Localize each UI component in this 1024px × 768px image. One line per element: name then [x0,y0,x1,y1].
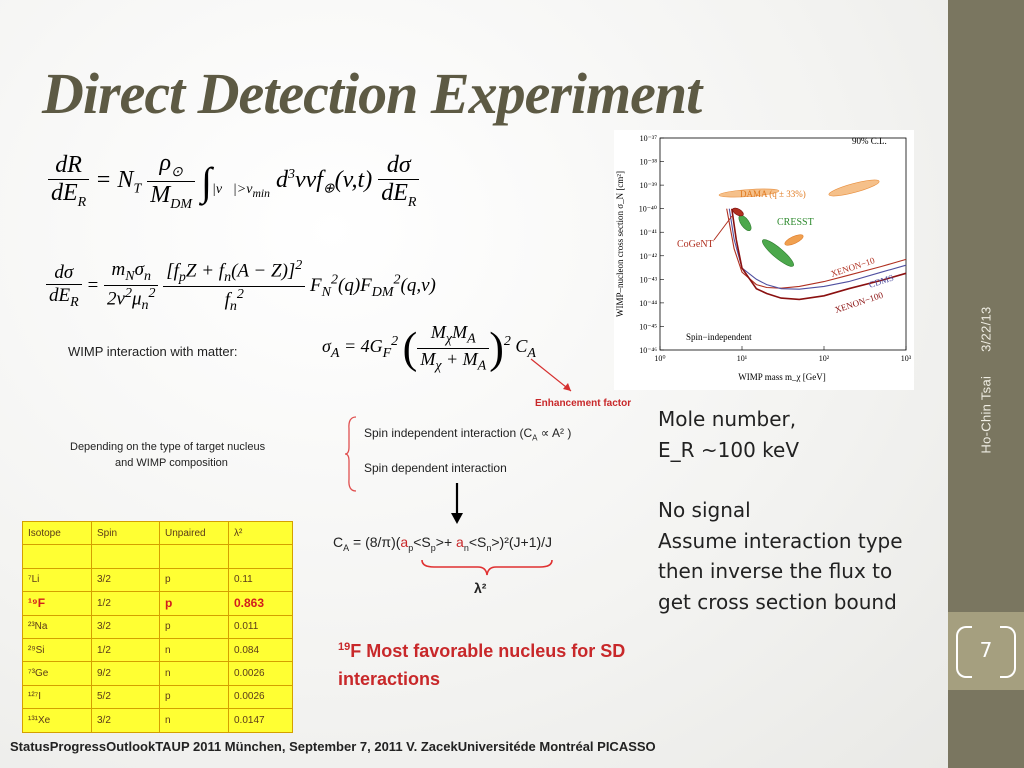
sidebar-date: 3/22/13 [978,306,994,352]
y-tick-label: 10⁻⁴² [640,252,658,261]
sigma-a-equation: σA = 4GF2 (MχMA Mχ + MA)2 CA [322,322,536,374]
spin-independent-label: Spin independent interaction (CA ∝ A² ) [364,426,572,443]
dama-region [828,179,880,197]
sidebar-meta: Ho-Chin Tsai 3/22/13 [979,296,994,463]
table-header-row: Isotope Spin Unpaired λ² [22,520,293,546]
notes-line: Assume interaction type [658,528,903,553]
page-number: 7 [979,638,993,662]
notes-text: Mole number, E_R ~100 keV No signal Assu… [658,404,903,617]
enhancement-label: Enhancement factor [535,398,632,409]
table-header: Unpaired [159,520,229,546]
table-row: ⁷Li 3/2 p 0.11 [22,567,293,593]
table-header: Isotope [22,520,92,546]
depending-label: Depending on the type of target nucleus [70,441,266,453]
y-tick-label: 10⁻³⁹ [640,181,658,190]
footer-text: StatusProgressOutlookTAUP 2011 München, … [10,739,656,754]
table-row-highlight: ¹⁹F 1/2 p 0.863 [22,591,293,616]
y-tick-label: 10⁻³⁷ [640,134,658,143]
ca-formula: CA = (8/π)(ap<Sp>+ an<Sn>)²(J+1)/J [333,534,553,553]
table-header: Spin [91,520,160,546]
y-tick-label: 10⁻⁴⁴ [639,299,657,308]
x-tick-label: 10² [819,354,830,363]
cresst-region [762,239,794,267]
cresst-label: CRESST [777,217,814,228]
table-row: ²⁹Si 1/2 n 0.084 [22,637,293,663]
isotope-table: Isotope Spin Unpaired λ² ⁷Li 3/2 p 0.11 ¹⁹F… [22,520,293,733]
exclusion-chart: 10⁻³⁷ 10⁻³⁸ 10⁻³⁹ 10⁻⁴⁰ 10⁻⁴¹ 10⁻⁴² 10⁻⁴³ 10⁻⁴⁴… [614,130,914,390]
notes-line [658,465,903,495]
left-bracket-icon [956,626,972,678]
cl-label: 90% C.L. [852,136,887,146]
lambda-brace-icon [421,559,553,576]
table-row [22,544,293,569]
table-row: ¹³¹Xe 3/2 n 0.0147 [22,708,293,733]
y-tick-label: 10⁻⁴⁵ [639,322,657,331]
notes-line: No signal [658,498,751,522]
right-bracket-icon [1000,626,1016,678]
slide-title: Direct Detection Experiment [42,61,702,126]
table-header: λ² [228,520,293,546]
y-tick-label: 10⁻⁴⁰ [639,205,657,214]
wimp-interaction-label: WIMP interaction with matter: [68,344,238,359]
x-tick-label: 10³ [901,354,912,363]
dama-region [784,234,804,246]
lambda-label: λ² [474,580,487,596]
spin-dependent-label: Spin dependent interaction [364,461,507,475]
table-row: ¹²⁷I 5/2 p 0.0026 [22,684,293,710]
y-tick-label: 10⁻⁴¹ [640,228,658,237]
dama-label: DAMA (q ± 33%) [740,189,806,199]
table-row: ²³Na 3/2 p 0.011 [22,614,293,639]
notes-line: then inverse the flux to [658,559,893,583]
y-axis-label: WIMP–nucleon cross section σ_N [cm²] [615,171,625,317]
down-arrow-icon [451,483,463,524]
red-brace-icon [344,416,357,492]
spin-independent-annotation: Spin−independent [686,332,752,342]
enhancement-arrow [530,358,572,392]
x-axis-label: WIMP mass m_χ [GeV] [738,372,825,382]
page-number-box: 7 [948,612,1024,690]
rate-equation: dR dER = NT ρ⊙ MDM ∫|v⃗|>vmin d3vvf⊕(v,t) … [48,150,420,213]
cogent-region [732,207,744,217]
x-tick-label: 10⁰ [654,354,665,363]
dama-region [718,188,780,198]
y-tick-label: 10⁻⁴³ [640,275,658,284]
sidebar-author: Ho-Chin Tsai [978,375,994,454]
plot-frame [659,137,907,351]
depending-label-2: and WIMP composition [115,457,228,469]
series-line-xenon-100 [731,208,907,301]
cogent-pointer [713,215,733,241]
favorable-nucleus-text: 19F Most favorable nucleus for SD intera… [338,641,626,689]
y-tick-label: 10⁻³⁸ [640,158,658,167]
cross-section-equation: dσ dER = mNσn 2v2μn2 [fpZ + fn(A − Z)]2 fn2… [46,258,436,315]
table-row: ⁷³Ge 9/2 n 0.0026 [22,661,293,686]
notes-line: get cross section bound [658,589,897,614]
notes-line: E_R ~100 keV [658,437,800,462]
cogent-label: CoGeNT [677,239,714,250]
notes-line: Mole number, [658,407,797,431]
x-tick-label: 10¹ [737,354,748,363]
y-tick-label: 10⁻⁴⁶ [639,346,657,355]
